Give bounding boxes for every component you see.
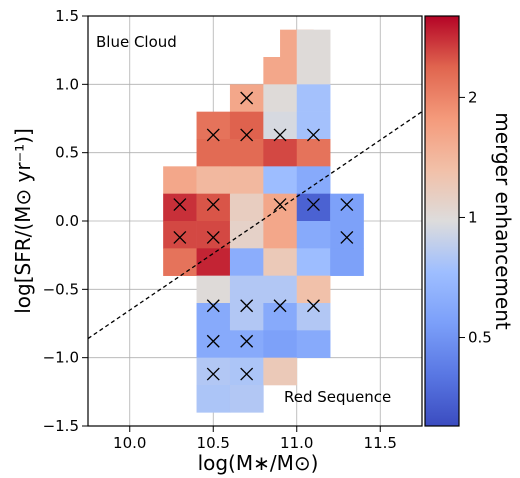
- y-tick-label: −0.5: [43, 280, 79, 298]
- cross-marker: [273, 299, 287, 313]
- heatmap-cell: [196, 193, 231, 222]
- heatmap-cell: [229, 139, 264, 167]
- heatmap-cell: [296, 84, 331, 112]
- cross-marker: [240, 299, 254, 313]
- x-ticks: 10.0 10.5 11.0 11.5: [113, 426, 397, 452]
- heatmap-cell: [196, 385, 231, 413]
- dividing-line-layer: [88, 111, 422, 340]
- heatmap-cell: [263, 57, 298, 85]
- heatmap-cell: [296, 275, 331, 304]
- heatmap-cell: [330, 221, 364, 249]
- x-tick-label: 11.5: [364, 434, 397, 452]
- cross-marker: [340, 230, 354, 244]
- heatmap-cell: [263, 139, 298, 167]
- heatmap-cell: [263, 166, 298, 194]
- heatmap-cell: [263, 303, 298, 331]
- heatmap-cell: [263, 330, 298, 358]
- y-axis-label: log[SFR/(M⊙ yr⁻¹)]: [11, 128, 35, 314]
- cross-marker: [173, 198, 187, 212]
- heatmap-cell: [196, 166, 231, 194]
- cross-marker: [273, 198, 287, 212]
- cross-marker: [206, 230, 220, 244]
- cross-marker: [306, 128, 320, 142]
- y-ticks: −1.5 −1.0 −0.5 0.0 0.5 1.0 1.5: [43, 7, 88, 435]
- heatmap-cell: [229, 248, 264, 276]
- heatmap-cell: [196, 330, 231, 358]
- x-tick-label: 10.5: [197, 434, 230, 452]
- colorbar: [424, 15, 460, 427]
- heatmap-cell: [296, 139, 331, 167]
- heatmap-cell: [196, 357, 231, 386]
- cross-marker: [240, 334, 254, 348]
- heatmap-cell: [296, 57, 331, 85]
- y-tick-label: 0.0: [55, 212, 79, 230]
- heatmap-cell: [229, 275, 264, 304]
- heatmap-cell: [296, 330, 331, 358]
- heatmap-cell: [229, 385, 264, 413]
- cross-markers: [173, 91, 354, 381]
- heatmap-cell: [296, 248, 331, 276]
- heatmap-cells: [163, 29, 364, 413]
- y-tick-label: −1.5: [43, 417, 79, 435]
- annotation-blue-cloud: Blue Cloud: [96, 33, 177, 51]
- cross-marker: [173, 230, 187, 244]
- colorbar-ticks: 0.5 1 2: [459, 88, 492, 347]
- x-tick-label: 10.0: [113, 434, 146, 452]
- colorbar-label: merger enhancement: [491, 112, 515, 330]
- heatmap-cell: [263, 221, 298, 249]
- cross-marker: [340, 198, 354, 212]
- heatmap-cell: [229, 330, 264, 358]
- heatmap-cell: [196, 221, 231, 249]
- heatmap-cell: [263, 357, 298, 386]
- heatmap-cell: [163, 248, 197, 276]
- heatmap-cell: [196, 248, 231, 276]
- heatmap-cell: [196, 139, 231, 167]
- heatmap-cell: [196, 303, 231, 331]
- cross-marker: [206, 334, 220, 348]
- x-axis-label: log(M∗/M⊙): [198, 451, 319, 475]
- cross-marker: [206, 198, 220, 212]
- cross-marker: [240, 367, 254, 381]
- x-tick-label: 11.0: [280, 434, 313, 452]
- heatmap-cell: [330, 248, 364, 276]
- y-tick-label: −1.0: [43, 349, 79, 367]
- y-tick-label: 1.5: [55, 7, 79, 25]
- cross-marker: [306, 198, 320, 212]
- heatmap-cell: [296, 193, 331, 222]
- y-tick-label: 0.5: [55, 144, 79, 162]
- heatmap-cell: [263, 248, 298, 276]
- heatmap-cell: [330, 193, 364, 222]
- heatmap-cell: [296, 166, 331, 194]
- heatmap-cell: [229, 357, 264, 386]
- heatmap-cell: [296, 29, 331, 58]
- cross-marker: [240, 128, 254, 142]
- heatmap-cell: [229, 166, 264, 194]
- colorbar-tick-label: 1: [468, 208, 478, 226]
- annotation-red-sequence: Red Sequence: [284, 388, 391, 406]
- cross-marker: [273, 128, 287, 142]
- colorbar-tick-label: 2: [468, 88, 478, 106]
- heatmap-cell: [163, 221, 197, 249]
- heatmap-cell: [296, 221, 331, 249]
- colorbar-tick-label: 0.5: [468, 329, 492, 347]
- heatmap-cell: [229, 303, 264, 331]
- cross-marker: [306, 299, 320, 313]
- y-tick-label: 1.0: [55, 75, 79, 93]
- cross-marker: [206, 299, 220, 313]
- cross-marker: [206, 367, 220, 381]
- heatmap-cell: [163, 166, 197, 194]
- heatmap-cell: [296, 303, 331, 331]
- heatmap-cell: [229, 221, 264, 249]
- heatmap-cell: [263, 275, 298, 304]
- heatmap-cell: [263, 84, 298, 112]
- heatmap-cell: [163, 193, 197, 222]
- heatmap-cell: [196, 275, 231, 304]
- cross-marker: [240, 91, 254, 105]
- dividing-line: [88, 111, 422, 340]
- cross-marker: [206, 128, 220, 142]
- heatmap-cell: [229, 193, 264, 222]
